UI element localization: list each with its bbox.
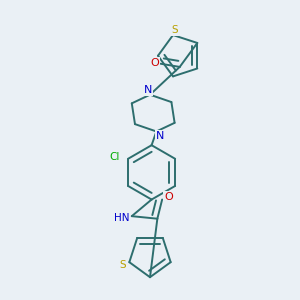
- Text: HN: HN: [114, 213, 129, 223]
- Text: Cl: Cl: [110, 152, 120, 162]
- Text: S: S: [171, 25, 178, 35]
- Text: N: N: [144, 85, 153, 95]
- Text: N: N: [155, 131, 164, 141]
- Text: O: O: [150, 58, 159, 68]
- Text: O: O: [164, 192, 173, 202]
- Text: S: S: [119, 260, 126, 270]
